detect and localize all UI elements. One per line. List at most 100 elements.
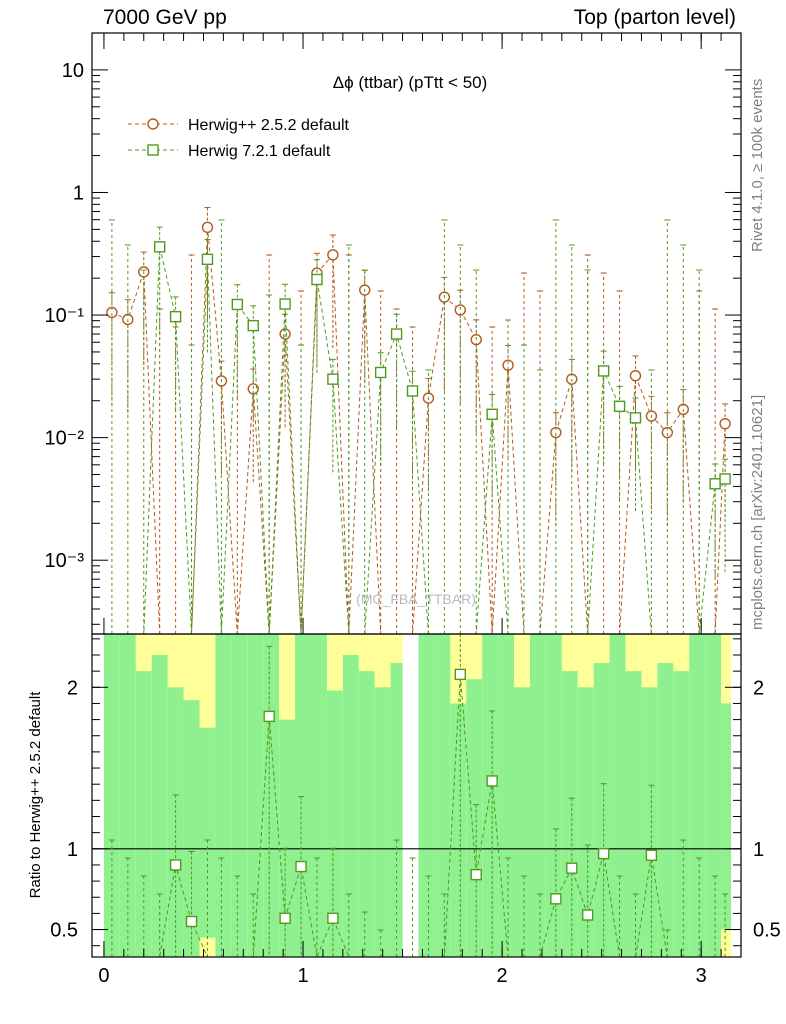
ratio-y-tick-label-right: 2 [753,677,764,699]
main-panel [106,207,731,635]
y-tick-label: 10 [62,60,84,82]
y-tick-label: 10⁻² [45,428,85,450]
data-point [719,473,731,485]
legend-marker [147,144,159,156]
series-line [111,227,726,635]
uncertainty-band-green [498,634,515,957]
data-point [613,400,626,413]
rivet-label: Rivet 4.1.0, ≥ 100k events [749,78,766,252]
data-point [231,298,244,311]
ratio-point [295,860,307,873]
uncertainty-band-green [545,634,562,957]
data-point [502,359,514,371]
data-point [311,273,323,286]
ratio-point [566,862,578,874]
y-tick-label: 10⁻³ [45,550,85,572]
frames: 10 1 10⁻¹ 10⁻² 10⁻³ 0.5 0.5 1 1 2 2 0 1 2 3 [45,32,781,987]
ratio-point [470,868,482,881]
data-point [709,478,721,490]
uncertainty-band-green [310,634,327,957]
data-point [629,412,642,424]
ratio-point [454,668,466,681]
uncertainty-band-green [561,671,578,957]
data-point [201,221,214,233]
ratio-point [263,710,275,723]
uncertainty-band-green [231,634,248,957]
uncertainty-band-green [247,634,264,957]
ratio-point [582,909,594,921]
uncertainty-band-green [514,687,530,957]
uncertainty-band-green [199,727,216,938]
uncertainty-band-green [705,634,722,957]
watermark: (MC_FBA_TTBAR) [356,591,476,607]
data-point [719,417,731,430]
uncertainty-band-green [689,634,706,957]
uncertainty-band-green [673,671,690,957]
ratio-point [645,849,658,861]
series-herwig7 [108,219,731,635]
uncertainty-band-green [434,634,451,957]
legend: Herwig++ 2.5.2 default Herwig 7.2.1 defau… [128,117,350,160]
x-tick-label: 1 [297,965,308,987]
data-point [327,249,339,261]
ratio-point [486,775,498,787]
data-point [390,328,403,340]
uncertainty-band-green [215,634,232,957]
ratio-y-tick-label: 0.5 [50,920,78,942]
ratio-bands [92,634,741,957]
data-point [327,373,339,385]
data-point [629,370,642,382]
y-tick-label: 1 [73,182,84,204]
uncertainty-band-green [358,671,375,957]
data-point [279,328,291,340]
legend-label: Herwig++ 2.5.2 default [188,117,350,134]
uncertainty-band-green [657,663,674,957]
uncertainty-band-green [625,671,642,957]
data-point [374,366,387,379]
uncertainty-band-green [609,634,626,957]
x-tick-label: 2 [497,965,508,987]
uncertainty-band-green [342,654,359,957]
uncertainty-band-green [390,663,403,957]
chart-title: Δϕ (ttbar) (pTtt < 50) [333,73,488,92]
uncertainty-band-green [418,634,435,957]
uncertainty-band-green [295,634,311,957]
x-tick-label: 3 [696,965,707,987]
data-point [247,319,259,332]
uncertainty-band-green [183,700,200,957]
y-tick-label: 10⁻¹ [45,305,85,327]
ratio-y-tick-label-right: 0.5 [753,920,781,942]
data-point [279,298,291,310]
ratio-point [597,847,610,860]
ratio-point [327,912,339,924]
uncertainty-band-green [529,634,546,957]
data-point [406,385,419,397]
uncertainty-band-green [466,679,483,957]
uncertainty-band-green [577,687,594,957]
uncertainty-band-green [721,703,732,930]
ratio-y-tick-label-right: 1 [753,839,764,861]
ratio-y-axis-label: Ratio to Herwig++ 2.5.2 default [27,691,44,899]
legend-label: Herwig 7.2.1 default [188,143,331,160]
ratio-y-tick-label: 2 [67,677,78,699]
ratio-y-tick-label: 1 [67,839,78,861]
data-point [597,365,610,377]
data-point [169,310,182,323]
uncertainty-band-green [450,703,467,957]
uncertainty-band-green [119,634,136,957]
uncertainty-band-green [135,671,152,957]
uncertainty-band-green [326,690,343,957]
uncertainty-band-green [374,687,391,957]
ratio-point [169,859,182,871]
header-right: Top (parton level) [573,6,736,29]
uncertainty-band-green [641,687,658,957]
legend-marker [147,118,159,130]
series-line [111,246,726,635]
ratio-point [550,893,562,905]
data-point [153,241,166,253]
ratio-point [279,912,291,924]
header-left: 7000 GeV pp [103,6,227,29]
ratio-point [185,915,198,928]
uncertainty-band-green [593,663,610,957]
data-point [201,253,214,265]
